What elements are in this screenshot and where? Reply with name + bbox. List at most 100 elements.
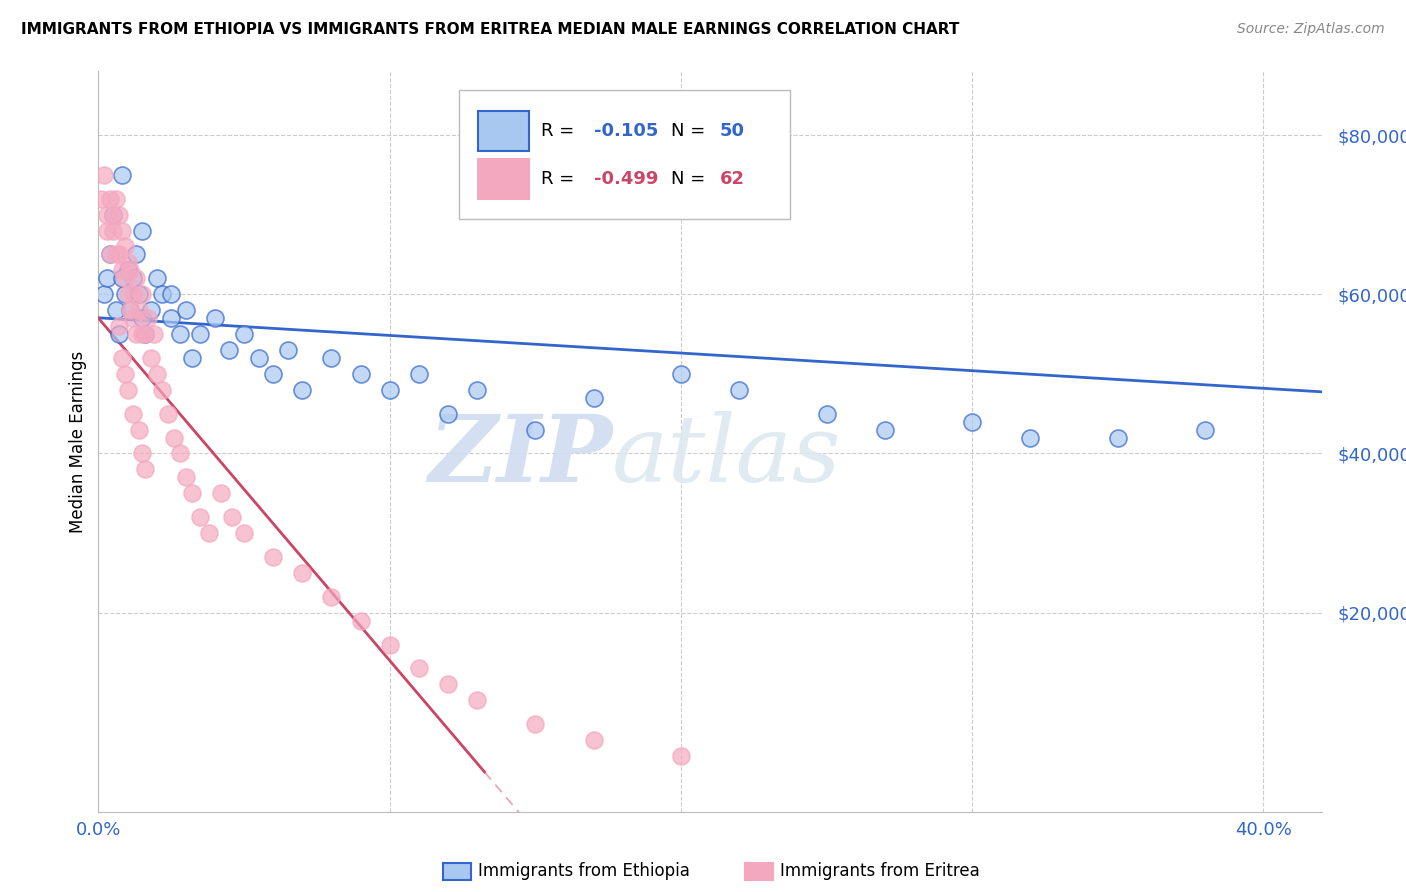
Point	[120, 303, 142, 318]
Text: 62: 62	[720, 169, 745, 187]
Point	[114, 287, 136, 301]
Point	[262, 367, 284, 381]
Point	[93, 287, 115, 301]
Point	[378, 383, 401, 397]
Point	[180, 351, 202, 365]
Point	[378, 638, 401, 652]
Point	[233, 327, 256, 342]
Point	[815, 407, 838, 421]
Point	[96, 271, 118, 285]
Text: ZIP: ZIP	[427, 411, 612, 501]
Point	[125, 271, 148, 285]
Point	[174, 470, 197, 484]
Text: N =: N =	[671, 121, 711, 139]
Point	[163, 431, 186, 445]
Point	[437, 407, 460, 421]
Point	[169, 327, 191, 342]
Point	[128, 287, 150, 301]
Point	[101, 208, 124, 222]
Point	[98, 247, 121, 261]
Point	[437, 677, 460, 691]
Point	[277, 343, 299, 357]
Point	[122, 311, 145, 326]
Point	[524, 717, 547, 731]
Point	[145, 271, 167, 285]
Point	[93, 168, 115, 182]
Point	[291, 566, 314, 580]
Point	[262, 549, 284, 564]
Point	[117, 287, 139, 301]
Point	[321, 351, 343, 365]
Point	[134, 327, 156, 342]
Point	[122, 407, 145, 421]
Point	[188, 510, 212, 524]
Y-axis label: Median Male Earnings: Median Male Earnings	[69, 351, 87, 533]
Point	[152, 383, 174, 397]
Point	[349, 614, 371, 628]
Point	[117, 263, 139, 277]
Point	[139, 303, 162, 318]
Point	[120, 303, 142, 318]
Point	[108, 319, 131, 334]
Point	[111, 168, 134, 182]
Point	[96, 208, 118, 222]
Point	[128, 423, 150, 437]
Point	[174, 303, 197, 318]
Point	[120, 263, 142, 277]
Point	[131, 287, 153, 301]
Point	[131, 327, 153, 342]
Point	[114, 367, 136, 381]
FancyBboxPatch shape	[478, 159, 529, 199]
Point	[131, 446, 153, 460]
Point	[139, 351, 162, 365]
Point	[125, 247, 148, 261]
Point	[104, 192, 127, 206]
Point	[157, 407, 180, 421]
Point	[582, 391, 605, 405]
Point	[111, 263, 134, 277]
Text: -0.105: -0.105	[593, 121, 658, 139]
Text: Source: ZipAtlas.com: Source: ZipAtlas.com	[1237, 22, 1385, 37]
Point	[111, 351, 134, 365]
Text: atlas: atlas	[612, 411, 842, 501]
Point	[204, 311, 226, 326]
Text: R =: R =	[541, 121, 581, 139]
Point	[160, 287, 183, 301]
Point	[117, 383, 139, 397]
Point	[582, 733, 605, 747]
Point	[111, 271, 134, 285]
Point	[131, 311, 153, 326]
Point	[669, 749, 692, 764]
Point	[134, 462, 156, 476]
Point	[108, 208, 131, 222]
Point	[218, 343, 240, 357]
Point	[1019, 431, 1042, 445]
Text: R =: R =	[541, 169, 581, 187]
Point	[669, 367, 692, 381]
Point	[122, 287, 145, 301]
Point	[96, 223, 118, 237]
Point	[114, 271, 136, 285]
Point	[98, 192, 121, 206]
Point	[408, 367, 430, 381]
Text: N =: N =	[671, 169, 711, 187]
Point	[221, 510, 243, 524]
Point	[125, 327, 148, 342]
FancyBboxPatch shape	[460, 90, 790, 219]
Point	[188, 327, 212, 342]
Point	[160, 311, 183, 326]
Point	[128, 303, 150, 318]
Point	[111, 223, 134, 237]
Point	[101, 223, 124, 237]
Point	[349, 367, 371, 381]
Point	[169, 446, 191, 460]
Text: IMMIGRANTS FROM ETHIOPIA VS IMMIGRANTS FROM ERITREA MEDIAN MALE EARNINGS CORRELA: IMMIGRANTS FROM ETHIOPIA VS IMMIGRANTS F…	[21, 22, 959, 37]
Point	[134, 327, 156, 342]
Point	[960, 415, 983, 429]
Point	[145, 367, 167, 381]
Text: 50: 50	[720, 121, 745, 139]
Point	[408, 661, 430, 675]
Point	[98, 247, 121, 261]
Point	[104, 247, 127, 261]
Point	[728, 383, 751, 397]
